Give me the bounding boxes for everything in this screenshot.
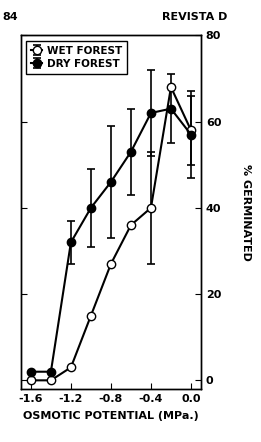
Legend: WET FOREST, DRY FOREST: WET FOREST, DRY FOREST	[26, 41, 127, 74]
Y-axis label: % GERMINATED: % GERMINATED	[241, 164, 251, 261]
X-axis label: OSMOTIC POTENTIAL (MPa.): OSMOTIC POTENTIAL (MPa.)	[23, 411, 199, 421]
Text: 84: 84	[3, 12, 18, 22]
Text: REVISTA D: REVISTA D	[162, 12, 227, 22]
